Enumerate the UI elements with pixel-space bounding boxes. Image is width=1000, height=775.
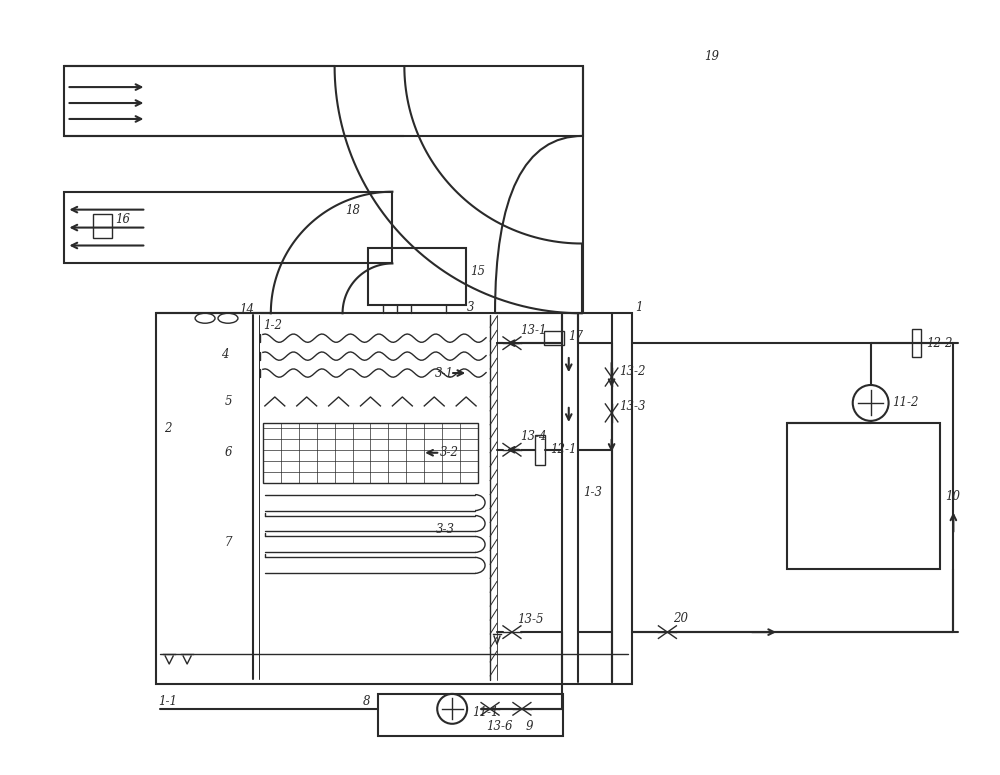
Text: 3-1: 3-1	[435, 367, 454, 380]
Text: 17: 17	[568, 329, 583, 343]
Bar	[156, 313, 632, 684]
Text: 2: 2	[164, 422, 172, 436]
Text: 3: 3	[467, 301, 475, 314]
Bar	[93, 214, 112, 238]
Text: 12-1: 12-1	[550, 443, 576, 456]
Bar	[368, 247, 466, 305]
Text: 18: 18	[346, 204, 361, 217]
Text: 1-1: 1-1	[158, 695, 177, 708]
Text: 7: 7	[225, 536, 232, 549]
Text: 1-2: 1-2	[263, 319, 282, 332]
Bar	[535, 435, 545, 465]
Bar	[263, 423, 478, 483]
Text: 13-2: 13-2	[620, 364, 646, 377]
Text: 1: 1	[636, 301, 643, 314]
Text: 1-3: 1-3	[583, 486, 602, 499]
Text: 9: 9	[526, 720, 533, 733]
Text: 20: 20	[673, 611, 688, 625]
Text: 13-6: 13-6	[486, 720, 513, 733]
Bar	[912, 329, 921, 357]
Text: 13-5: 13-5	[517, 613, 543, 625]
Bar	[64, 191, 392, 264]
Bar	[544, 331, 564, 345]
Text: 10: 10	[945, 490, 960, 503]
Text: 5: 5	[225, 395, 232, 408]
Text: 8: 8	[362, 695, 370, 708]
Text: 13-1: 13-1	[520, 324, 546, 336]
Text: 3-3: 3-3	[436, 523, 455, 536]
Text: 19: 19	[704, 50, 719, 63]
Text: 3-2: 3-2	[440, 446, 459, 460]
Text: 13-3: 13-3	[620, 401, 646, 413]
Text: 16: 16	[115, 213, 130, 226]
Text: 12-2: 12-2	[926, 336, 953, 350]
Text: 15: 15	[470, 265, 485, 278]
Text: 11-2: 11-2	[893, 397, 919, 409]
Bar	[64, 66, 583, 136]
Bar	[787, 423, 940, 570]
Text: 4: 4	[221, 348, 229, 360]
Text: 13-4: 13-4	[520, 430, 546, 443]
Bar	[378, 694, 563, 735]
Text: 11-1: 11-1	[472, 706, 499, 719]
Text: 6: 6	[225, 446, 232, 460]
Text: 14: 14	[239, 303, 254, 315]
